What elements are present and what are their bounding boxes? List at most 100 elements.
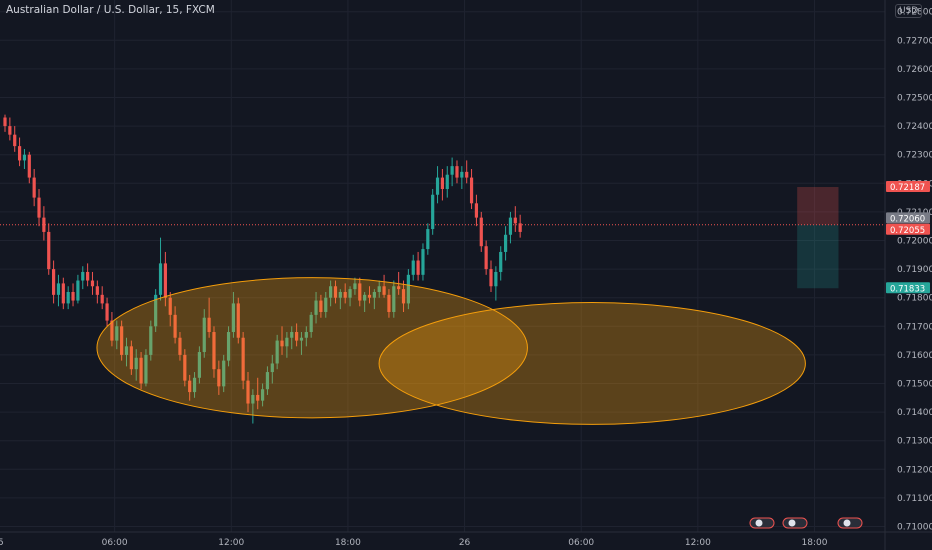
candle-body <box>163 263 167 298</box>
candle-body <box>319 300 323 312</box>
candle-body <box>231 303 236 333</box>
time-axis-background <box>0 532 932 550</box>
candle-body <box>479 217 483 247</box>
x-tick-label: 06:00 <box>568 538 594 548</box>
candle-body <box>280 340 284 347</box>
candle-body <box>32 177 36 198</box>
candle-body <box>426 229 430 250</box>
candle-body <box>435 177 440 195</box>
y-tick-label: 0.72400 <box>897 122 932 132</box>
candle-body <box>416 260 420 275</box>
candle-body <box>290 332 294 338</box>
candle-body <box>8 126 12 135</box>
candle-body <box>134 357 138 370</box>
y-tick-label: 0.71800 <box>897 294 932 304</box>
candle-body <box>411 260 415 275</box>
candle-body <box>382 286 386 295</box>
candle-body <box>406 274 410 304</box>
candle-body <box>401 289 406 304</box>
candle-body <box>246 380 250 404</box>
us-flag-icon <box>755 519 763 527</box>
candle-body <box>202 317 206 353</box>
candle-body <box>81 271 85 281</box>
y-tick-label: 0.71100 <box>897 494 932 504</box>
candle-body <box>299 337 304 341</box>
candle-body <box>392 286 396 312</box>
candle-body <box>86 271 90 281</box>
candle-body <box>503 234 508 252</box>
currency-badge[interactable]: USD <box>895 4 923 18</box>
candle-body <box>158 263 163 295</box>
candle-body <box>489 269 493 287</box>
y-tick-label: 0.72000 <box>897 237 932 247</box>
candle-body <box>367 294 372 298</box>
candle-body <box>260 389 265 401</box>
candle-body <box>3 117 7 127</box>
y-tick-label: 0.72700 <box>897 36 932 46</box>
candle-body <box>183 354 187 381</box>
us-flag-icon <box>843 519 851 527</box>
candle-body <box>42 217 46 232</box>
candle-body <box>440 177 444 190</box>
candle-body <box>450 166 454 175</box>
x-tick-label: 25 <box>0 538 4 548</box>
x-tick-label: 06:00 <box>102 538 128 548</box>
candle-body <box>251 394 255 404</box>
grid-lines <box>0 0 885 532</box>
candle-body <box>129 346 133 370</box>
candle-body <box>455 166 459 178</box>
price-label-badge <box>886 212 930 224</box>
y-tick-label: 0.71500 <box>897 380 932 390</box>
price-label-text: 0.71833 <box>890 284 925 294</box>
candle-body <box>120 326 124 355</box>
y-tick-label: 0.71900 <box>897 265 932 275</box>
candle-body <box>61 283 65 304</box>
candle-body <box>217 369 221 387</box>
candle-body <box>484 246 488 270</box>
candle-body <box>333 286 338 298</box>
candle-body <box>168 297 172 315</box>
price-label-text: 0.72060 <box>890 214 925 224</box>
x-tick-label: 18:00 <box>335 538 361 548</box>
candle-body <box>236 303 240 338</box>
candle-body <box>358 283 362 301</box>
candle-body <box>270 363 274 373</box>
candles <box>3 114 522 424</box>
y-tick-label: 0.71200 <box>897 465 932 475</box>
candle-body <box>124 346 129 355</box>
candle-body <box>95 286 99 295</box>
candle-body <box>139 357 143 384</box>
candle-body <box>285 337 289 347</box>
candle-body <box>397 286 401 290</box>
candle-body <box>226 332 231 361</box>
price-label-text: 0.72187 <box>890 183 925 193</box>
candle-body <box>100 294 104 304</box>
candle-body <box>13 134 17 147</box>
candle-body <box>144 354 148 384</box>
candle-body <box>76 280 80 301</box>
candle-body <box>372 291 376 298</box>
candle-body <box>445 174 449 190</box>
price-label-badge <box>886 223 930 235</box>
candle-body <box>265 372 270 390</box>
candle-body <box>173 314 177 338</box>
price-label-badge <box>886 181 930 193</box>
y-tick-label: 0.72600 <box>897 65 932 75</box>
candle-body <box>66 291 70 304</box>
candle-body <box>494 271 498 287</box>
candle-body <box>387 294 391 312</box>
y-tick-label: 0.72500 <box>897 94 932 104</box>
candle-body <box>499 251 503 272</box>
candle-body <box>338 291 342 298</box>
x-tick-label: 12:00 <box>218 538 244 548</box>
candle-body <box>154 294 158 327</box>
highlight-ellipse <box>96 277 528 419</box>
candle-body <box>431 194 435 230</box>
price-label-text: 0.72055 <box>890 226 925 236</box>
candle-body <box>256 394 260 401</box>
candle-body <box>37 197 41 218</box>
candle-body <box>518 223 522 232</box>
y-tick-label: 0.71700 <box>897 322 932 332</box>
